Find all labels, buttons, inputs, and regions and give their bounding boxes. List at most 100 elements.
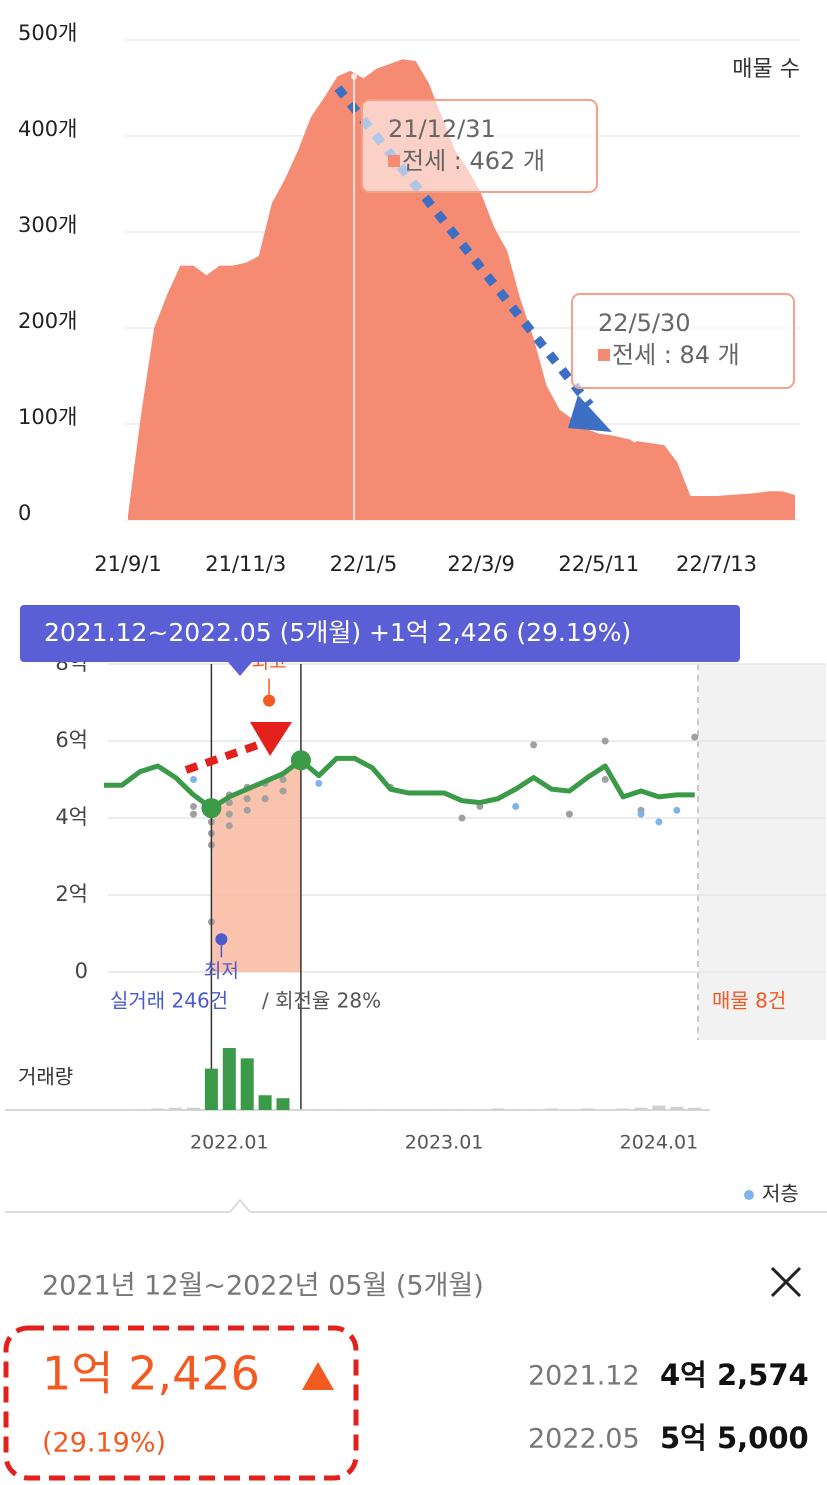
- legend-dot: [744, 1190, 754, 1200]
- volume-bar: [527, 1109, 541, 1110]
- deal-point: [279, 787, 287, 795]
- x-tick-label: 2022.01: [190, 1132, 269, 1154]
- deals-note: 실거래 246건: [110, 989, 228, 1013]
- y-tick-label: 500개: [18, 21, 77, 45]
- row-date: 2021.12: [528, 1361, 640, 1392]
- volume-bar: [222, 1048, 236, 1110]
- tooltip-date: 22/5/30: [598, 309, 691, 337]
- volume-bar: [151, 1108, 165, 1110]
- volume-label: 거래량: [18, 1065, 73, 1089]
- area: [128, 59, 795, 520]
- volume-bar: [133, 1109, 147, 1110]
- y-tick-label: 300개: [18, 213, 77, 237]
- deal-point: [637, 810, 645, 818]
- volume-bar: [330, 1109, 344, 1110]
- range-tooltip-text: 2021.12~2022.05 (5개월) +1억 2,426 (29.19%): [44, 618, 631, 647]
- deal-point: [190, 810, 197, 818]
- x-tick-label: 22/7/13: [676, 552, 757, 576]
- volume-bar: [473, 1109, 487, 1110]
- legend-label: 저층: [762, 1182, 799, 1206]
- tooltip-box: [571, 293, 795, 389]
- y-tick-label: 4억: [55, 805, 88, 829]
- volume-bar: [634, 1107, 648, 1110]
- deal-point: [243, 806, 251, 814]
- annotation-point: [351, 73, 358, 80]
- panel-title: 2021년 12월~2022년 05월 (5개월): [42, 1271, 484, 1302]
- y-tick-label: 2억: [55, 882, 88, 906]
- selection-fill: [211, 760, 301, 972]
- listing-region: [698, 664, 826, 1040]
- volume-bar: [187, 1107, 200, 1110]
- volume-bar: [509, 1109, 523, 1110]
- deal-point: [565, 810, 573, 818]
- extreme-point: [215, 933, 228, 946]
- volume-bar: [258, 1095, 272, 1110]
- volume-bar: [455, 1109, 469, 1110]
- y-tick-label: 0: [18, 501, 31, 525]
- volume-bar: [169, 1107, 183, 1110]
- y-tick-label: 6억: [55, 728, 88, 752]
- rise-arrow: [184, 741, 260, 774]
- annotation-point: [631, 436, 638, 443]
- volume-bar: [240, 1058, 254, 1110]
- volume-bar: [437, 1109, 451, 1110]
- deal-point: [601, 776, 609, 783]
- close-button[interactable]: [770, 1266, 802, 1298]
- tooltip-swatch: [388, 155, 400, 167]
- extreme-point: [263, 694, 276, 707]
- deal-point: [261, 795, 269, 803]
- volume-bar: [670, 1107, 684, 1110]
- tooltip-swatch: [598, 349, 610, 361]
- y-tick-label: 200개: [18, 309, 77, 333]
- volume-bar: [580, 1108, 594, 1110]
- turnover-note: / 회전율 28%: [262, 989, 381, 1013]
- range-tooltip: [20, 605, 740, 662]
- deal-point: [530, 741, 538, 749]
- listings-note: 매물 8건: [712, 989, 786, 1013]
- volume-bar: [652, 1105, 666, 1110]
- legend-label: 매물 수: [732, 57, 800, 82]
- volume-bar: [491, 1108, 505, 1110]
- tooltip-box: [361, 99, 598, 193]
- x-tick-label: 22/1/5: [330, 552, 398, 576]
- deal-point: [512, 802, 520, 810]
- trend-arrow-head: [568, 395, 612, 432]
- volume-bar: [312, 1109, 326, 1110]
- y-tick-label: 100개: [18, 405, 77, 429]
- change-amount: 1억 2,426: [42, 1347, 260, 1401]
- tooltip-date: 21/12/31: [388, 115, 496, 143]
- x-tick-label: 21/9/1: [94, 552, 162, 576]
- deal-point: [315, 779, 323, 787]
- highlight-box: [3, 1325, 359, 1481]
- tooltip-value: 전세 : 462 개: [402, 147, 545, 175]
- x-tick-label: 2024.01: [620, 1132, 699, 1154]
- deal-point: [190, 802, 197, 810]
- volume-bar: [97, 1109, 111, 1110]
- y-tick-label: 400개: [18, 117, 77, 141]
- x-tick-label: 21/11/3: [205, 552, 286, 576]
- deal-point: [601, 737, 609, 745]
- x-tick-label: 22/3/9: [447, 552, 515, 576]
- volume-bar: [204, 1068, 218, 1110]
- deal-point: [225, 810, 233, 818]
- deal-point: [190, 776, 197, 783]
- volume-bar: [545, 1108, 558, 1110]
- volume-bar: [294, 1109, 308, 1110]
- change-percent: (29.19%): [42, 1428, 166, 1459]
- extreme-label: 최저: [204, 960, 239, 982]
- deal-point: [655, 818, 663, 826]
- y-tick-label: 0: [75, 959, 88, 983]
- up-arrow: [302, 1362, 334, 1390]
- volume-bar: [688, 1107, 702, 1110]
- separator-notch: [229, 1198, 251, 1213]
- deal-point: [458, 814, 466, 822]
- deal-point: [225, 822, 233, 830]
- price-line: [104, 755, 695, 811]
- volume-bar: [616, 1108, 630, 1110]
- deal-point: [243, 795, 251, 803]
- volume-bar: [366, 1109, 379, 1110]
- rise-arrow-head: [250, 722, 292, 756]
- volume-bar: [276, 1098, 290, 1110]
- deal-point: [279, 776, 287, 783]
